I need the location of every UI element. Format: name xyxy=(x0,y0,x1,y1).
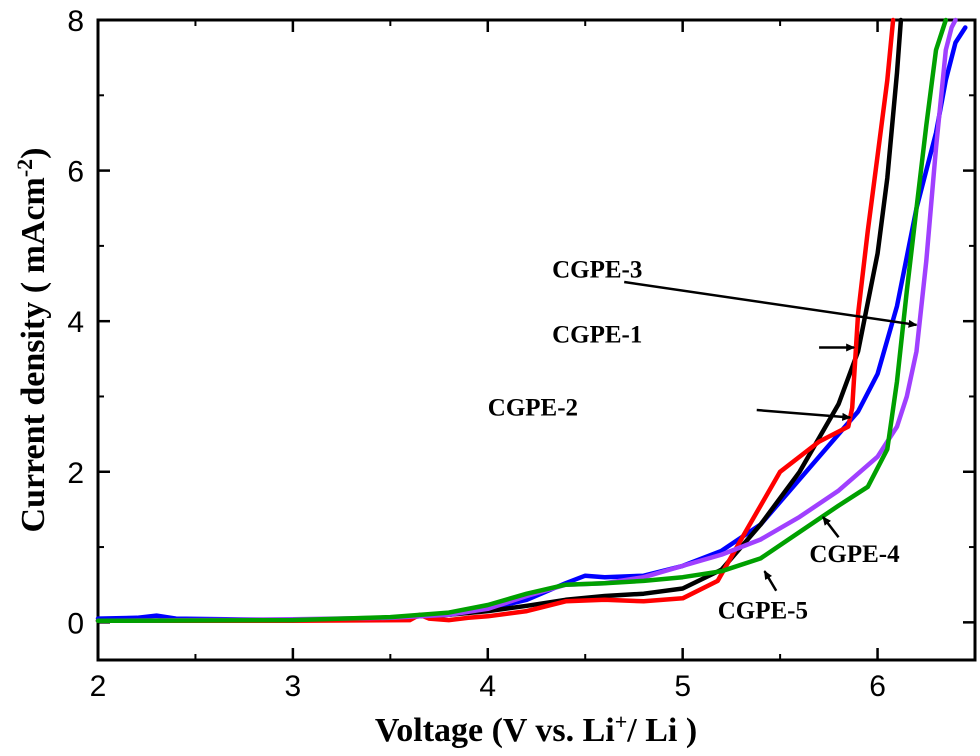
y-tick-label: 2 xyxy=(67,457,84,490)
plot-frame xyxy=(96,18,977,662)
annotation-arrow-cgpe-3 xyxy=(624,280,918,328)
annotation-arrow-cgpe-2 xyxy=(756,408,852,421)
x-axis-title: Voltage (V vs. Li+/ Li ) xyxy=(375,709,697,749)
x-axis-title-sup: + xyxy=(615,709,628,734)
series-annotations: CGPE-3 CGPE-1 CGPE-2 CGPE-4 CGPE-5 xyxy=(488,257,918,625)
y-axis-title-sup: -2 xyxy=(12,159,37,177)
series-label-cgpe-1: CGPE-1 xyxy=(552,321,642,348)
series-label-cgpe-3: CGPE-3 xyxy=(552,257,642,284)
x-tick-label: 4 xyxy=(479,670,496,703)
x-tick-label: 6 xyxy=(869,670,886,703)
series-label-cgpe-5: CGPE-5 xyxy=(718,598,808,625)
y-axis-title: Current density ( mAcm-2) xyxy=(12,147,52,532)
y-axis: 0 2 4 6 8 xyxy=(67,5,975,640)
series-label-cgpe-2: CGPE-2 xyxy=(488,394,578,421)
annotation-arrow-cgpe-4 xyxy=(821,516,840,539)
plot-area xyxy=(96,18,977,662)
y-tick-label: 4 xyxy=(67,306,84,339)
y-tick-label: 0 xyxy=(67,607,84,640)
annotation-arrow-cgpe-5 xyxy=(763,570,778,592)
series-label-cgpe-4: CGPE-4 xyxy=(809,541,900,568)
x-tick-label: 2 xyxy=(90,670,107,703)
x-tick-label: 5 xyxy=(674,670,691,703)
x-tick-label: 3 xyxy=(285,670,302,703)
x-axis: 2 3 4 5 6 xyxy=(90,20,886,703)
series-line-cgpe-1 xyxy=(95,17,904,624)
y-tick-label: 6 xyxy=(67,156,84,189)
series-line-cgpe-5 xyxy=(95,17,949,624)
y-tick-label: 8 xyxy=(67,5,84,38)
series-lines xyxy=(95,17,968,624)
series-line-cgpe-4 xyxy=(95,17,958,624)
